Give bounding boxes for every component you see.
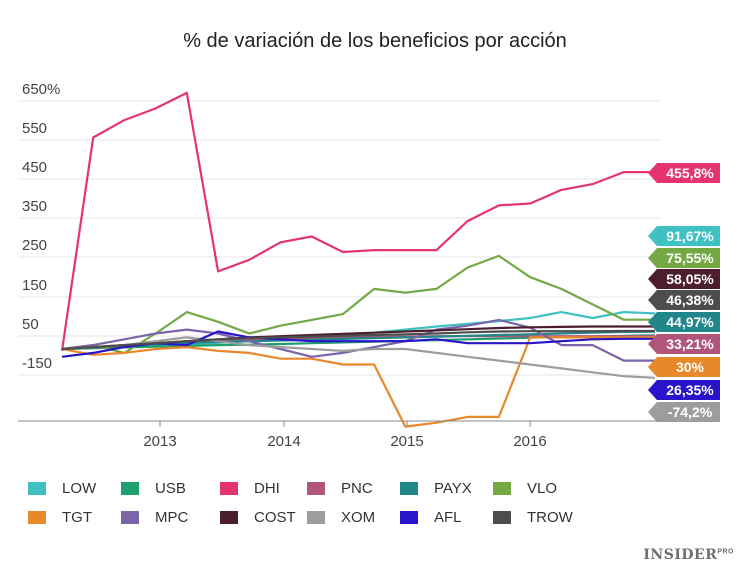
legend-label: LOW: [62, 479, 97, 497]
end-label-tag: [648, 402, 720, 422]
end-label-tag: [648, 248, 720, 268]
legend-label: XOM: [341, 508, 376, 526]
chart-end-labels: 455,8% 91,67% 75,55% 58,05% 46,38% 44,97% 33,2…: [648, 163, 720, 422]
end-label-tag: [648, 380, 720, 400]
end-label-pnc: 33,21%: [648, 334, 720, 354]
y-tick-label: 250: [22, 237, 47, 254]
y-tick-label: 350: [22, 198, 47, 215]
series-line-tgt: [61, 336, 655, 428]
series-line-xom: [61, 336, 656, 379]
end-label-tag: [648, 269, 720, 289]
end-label-text: 58,05%: [666, 271, 714, 287]
legend-swatch: [220, 510, 238, 524]
end-label-text: 30%: [676, 359, 705, 375]
series-line-vlo: [61, 254, 655, 354]
x-tick-label: 2013: [143, 433, 176, 450]
end-label-vlo: 75,55%: [648, 248, 720, 268]
end-label-tag: [648, 163, 720, 183]
legend-item-payx: PAYX: [400, 477, 472, 499]
end-label-text: 75,55%: [666, 250, 714, 266]
legend-item-cost: COST: [220, 506, 296, 528]
legend-swatch: [493, 510, 511, 524]
legend-swatch: [400, 481, 418, 495]
legend-item-low: LOW: [28, 477, 96, 499]
series-line-dhi: [60, 91, 655, 352]
legend-item-vlo: VLO: [493, 477, 557, 499]
end-label-text: 455,8%: [666, 165, 714, 181]
y-tick-label: 450: [22, 159, 47, 176]
end-label-afl: 26,35%: [648, 380, 720, 400]
end-label-trow: 46,38%: [648, 290, 720, 310]
legend-item-afl: AFL: [400, 506, 462, 528]
end-label-tgt: 30%: [648, 357, 720, 377]
end-label-tag: [648, 290, 720, 310]
legend-swatch: [307, 510, 325, 524]
end-label-tag: [648, 226, 720, 246]
legend-swatch: [400, 510, 418, 524]
x-tick-label: 2014: [267, 433, 300, 450]
legend-label: TROW: [527, 508, 573, 526]
legend-label: DHI: [254, 479, 280, 497]
y-tick-label: -150: [22, 355, 52, 372]
legend-item-usb: USB: [121, 477, 186, 499]
chart-axes: 650% 550 450 350 250 150 50 -150 2013 2014 2015 201…: [18, 81, 660, 450]
end-label-text: 91,67%: [666, 228, 714, 244]
chart-title: % de variación de los beneficios por acc…: [183, 30, 567, 52]
legend-item-mpc: MPC: [121, 506, 188, 528]
end-label-cost: 58,05%: [648, 269, 720, 289]
end-label-tag: [648, 312, 720, 332]
legend-swatch: [121, 481, 139, 495]
end-label-dhi: 455,8%: [648, 163, 720, 183]
legend-item-xom: XOM: [307, 506, 375, 528]
end-label-payx: 44,97%: [648, 312, 720, 332]
end-label-low: 91,67%: [648, 226, 720, 246]
y-tick-label: 150: [22, 277, 47, 294]
legend-item-tgt: TGT: [28, 506, 92, 528]
legend-swatch: [121, 510, 139, 524]
legend-label: TGT: [62, 508, 92, 526]
y-tick-label: 50: [22, 316, 39, 333]
legend-label: COST: [254, 508, 296, 526]
y-tick-label: 550: [22, 120, 47, 137]
end-label-tag: [648, 334, 720, 354]
end-label-text: -74,2%: [668, 404, 713, 420]
legend-item-pnc: PNC: [307, 477, 373, 499]
end-label-text: 33,21%: [666, 336, 714, 352]
end-label-tag: [648, 357, 720, 377]
legend-label: VLO: [527, 479, 558, 497]
brand-logo: INSIDERPRO: [643, 547, 734, 563]
legend-label: AFL: [434, 508, 462, 526]
end-label-text: 44,97%: [666, 314, 714, 330]
legend-label: PAYX: [434, 479, 472, 497]
legend-swatch: [28, 510, 46, 524]
legend-item-dhi: DHI: [220, 477, 280, 499]
x-tick-label: 2016: [513, 433, 546, 450]
end-label-text: 46,38%: [666, 292, 714, 308]
legend-label: MPC: [155, 508, 189, 526]
x-tick-label: 2015: [390, 433, 423, 450]
legend-swatch: [220, 481, 238, 495]
legend-swatch: [493, 481, 511, 495]
end-label-text: 26,35%: [666, 382, 714, 398]
legend-label: PNC: [341, 479, 373, 497]
chart-series: [60, 91, 656, 428]
legend-swatch: [307, 481, 325, 495]
y-tick-label: 650%: [22, 81, 60, 98]
end-label-xom: -74,2%: [648, 402, 720, 422]
legend-swatch: [28, 481, 46, 495]
legend-label: USB: [155, 479, 186, 497]
series-line-trow: [61, 329, 655, 351]
legend-item-trow: TROW: [493, 506, 573, 528]
